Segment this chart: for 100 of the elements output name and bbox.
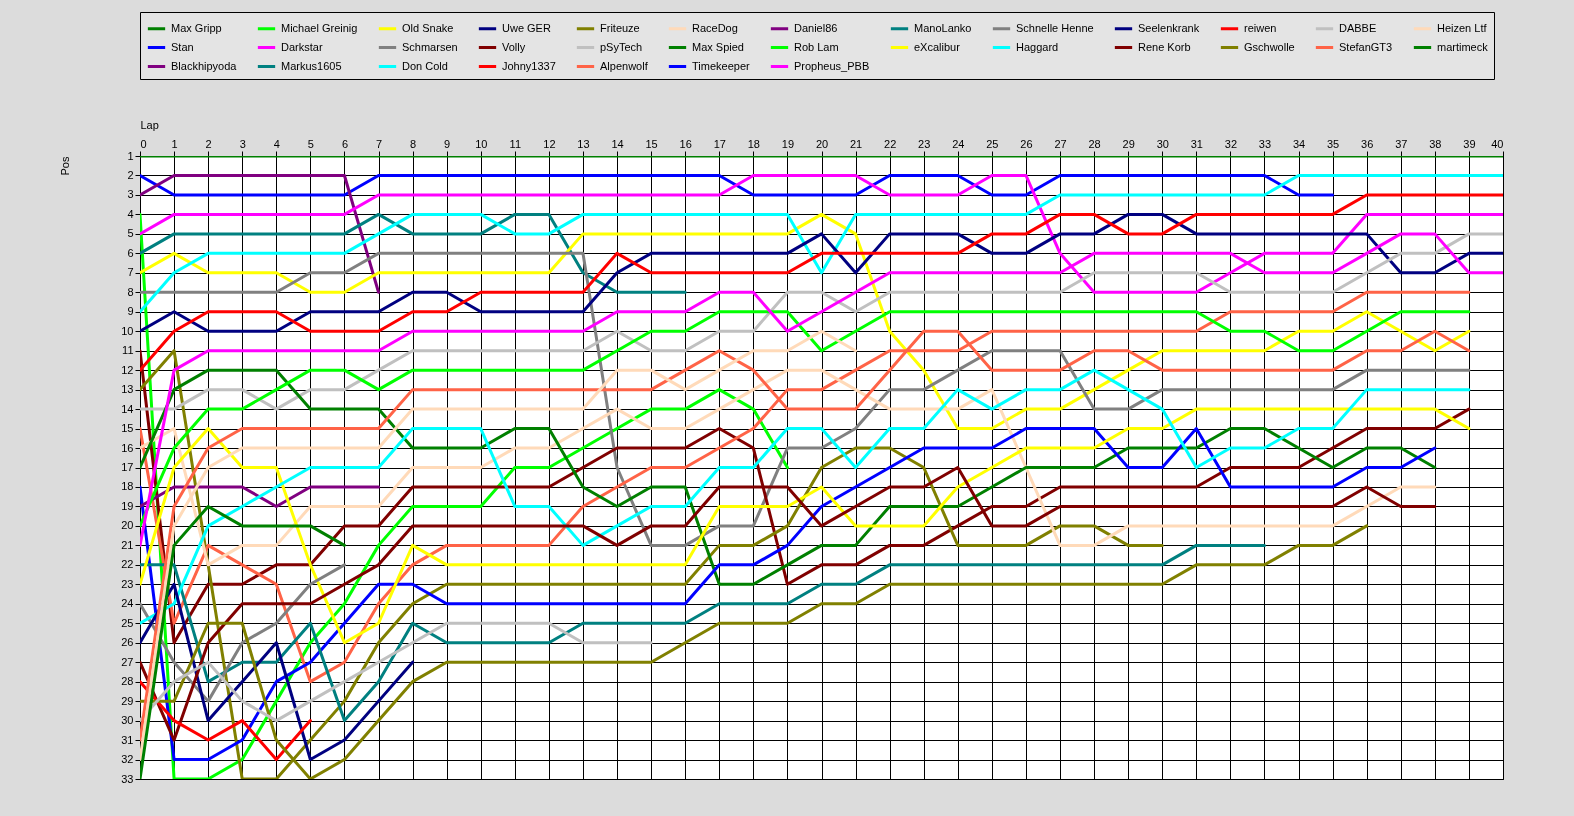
legend-label: Seelenkrank [1138,21,1200,34]
y-tick-label: 4 [127,207,134,220]
line-series [140,212,687,294]
legend-label: Max Gripp [171,21,222,34]
x-tick-label: 0 [140,137,147,150]
x-tick-label: 16 [679,137,692,150]
line-series [140,504,346,779]
x-tick-label: 23 [918,137,931,150]
x-tick-label: 22 [884,137,897,150]
legend-label: Propheus_PBB [794,59,870,72]
x-tick-label: 4 [273,137,280,150]
y-tick-label: 17 [121,461,134,473]
x-tick-label: 19 [781,137,795,150]
x-tick-label: 28 [1088,137,1101,150]
legend-label: Volly [502,40,526,53]
x-tick-label: 15 [645,137,658,150]
legend-label: StefanGT3 [1339,40,1393,53]
line-series [140,427,1437,762]
x-tick-label: 38 [1429,137,1442,150]
x-tick-label: 8 [410,137,417,150]
x-tick-label: 11 [509,137,522,150]
legend-label: Alpenwolf [600,59,649,72]
x-tick-label: 1 [171,137,178,150]
legend-label: eXcalibur [914,40,961,53]
x-tick-label: 32 [1224,137,1238,150]
y-tick-label: 27 [121,655,134,668]
y-tick-label: 23 [121,577,134,590]
legend-label: Rob Lam [794,40,839,53]
y-tick-label: 16 [121,441,134,454]
legend-label: Rene Korb [1138,40,1191,53]
y-tick-label: 2 [127,168,134,181]
legend-label: Johny1337 [502,59,556,72]
line-series [140,407,1471,645]
legend-label: Stan [171,40,194,53]
y-tick-label: 18 [121,480,134,493]
y-tick-label: 10 [121,324,134,337]
y-tick-label: 12 [121,363,134,376]
x-tick-label: 37 [1395,137,1408,150]
x-tick-label: 26 [1020,137,1033,150]
legend-label: reiwen [1244,21,1277,34]
y-tick-label: 7 [127,266,134,279]
x-tick-label: 12 [543,137,556,150]
y-tick-label: 22 [121,558,134,571]
y-tick-label: 11 [122,344,134,357]
legend-label: Old Snake [402,21,454,34]
legend-label: Friteuze [600,21,640,34]
x-tick-label: 24 [952,137,965,150]
line-series [140,543,1266,723]
x-tick-label: 18 [747,137,760,150]
legend-label: Uwe GER [502,21,551,34]
y-tick-label: 5 [127,227,134,240]
legend-label: Michael Greinig [281,21,358,34]
y-tick-label: 25 [121,616,134,629]
legend-label: Don Cold [402,59,448,72]
line-series [140,582,415,762]
x-tick-label: 25 [986,137,999,150]
y-tick-label: 20 [121,519,134,532]
x-tick-label: 13 [577,137,590,150]
y-tick-label: 6 [127,246,134,259]
x-tick-label: 34 [1292,137,1306,150]
legend-label: Heizen Ltf [1437,21,1488,34]
line-series [140,212,1471,431]
y-tick-label: 15 [121,422,134,435]
legend-label: Gschwolle [1244,40,1295,53]
y-tick-label: 32 [121,753,134,766]
x-tick-label: 36 [1361,137,1374,150]
y-tick-label: 29 [121,694,134,707]
x-tick-label: 21 [849,137,863,150]
x-tick-label: 7 [375,137,383,150]
legend-label: Markus1605 [281,59,342,72]
y-tick-label: 31 [121,733,134,746]
x-tick-label: 27 [1054,137,1067,150]
x-axis-title: Lap [140,118,159,131]
line-series [140,680,312,762]
x-tick-label: 3 [239,137,246,150]
x-tick-label: 10 [475,137,488,150]
x-tick-label: 40 [1491,137,1504,150]
legend-label: Darkstar [281,40,323,53]
y-tick-label: 9 [127,305,134,318]
x-tick-label: 30 [1156,137,1169,150]
legend-label: Schmarsen [402,40,458,53]
y-tick-label: 3 [127,188,134,201]
x-tick-label: 31 [1190,137,1203,150]
x-tick-label: 35 [1327,137,1340,150]
y-tick-label: 33 [121,772,134,785]
x-tick-label: 17 [713,137,726,150]
y-tick-label: 13 [121,383,134,396]
legend-label: Timekeeper [692,59,751,72]
y-axis-title: Pos [59,156,72,176]
legend-label: Max Spied [692,40,744,53]
y-tick-label: 19 [121,499,134,512]
y-tick-label: 8 [127,285,134,298]
x-tick-label: 14 [611,137,624,150]
x-tick-label: 33 [1258,137,1272,150]
legend-label: DABBE [1339,21,1377,34]
x-tick-label: 9 [444,137,451,150]
x-tick-label: 29 [1122,137,1135,150]
x-tick-label: 5 [307,137,314,150]
y-tick-label: 21 [121,538,134,551]
y-tick-label: 28 [121,675,134,688]
